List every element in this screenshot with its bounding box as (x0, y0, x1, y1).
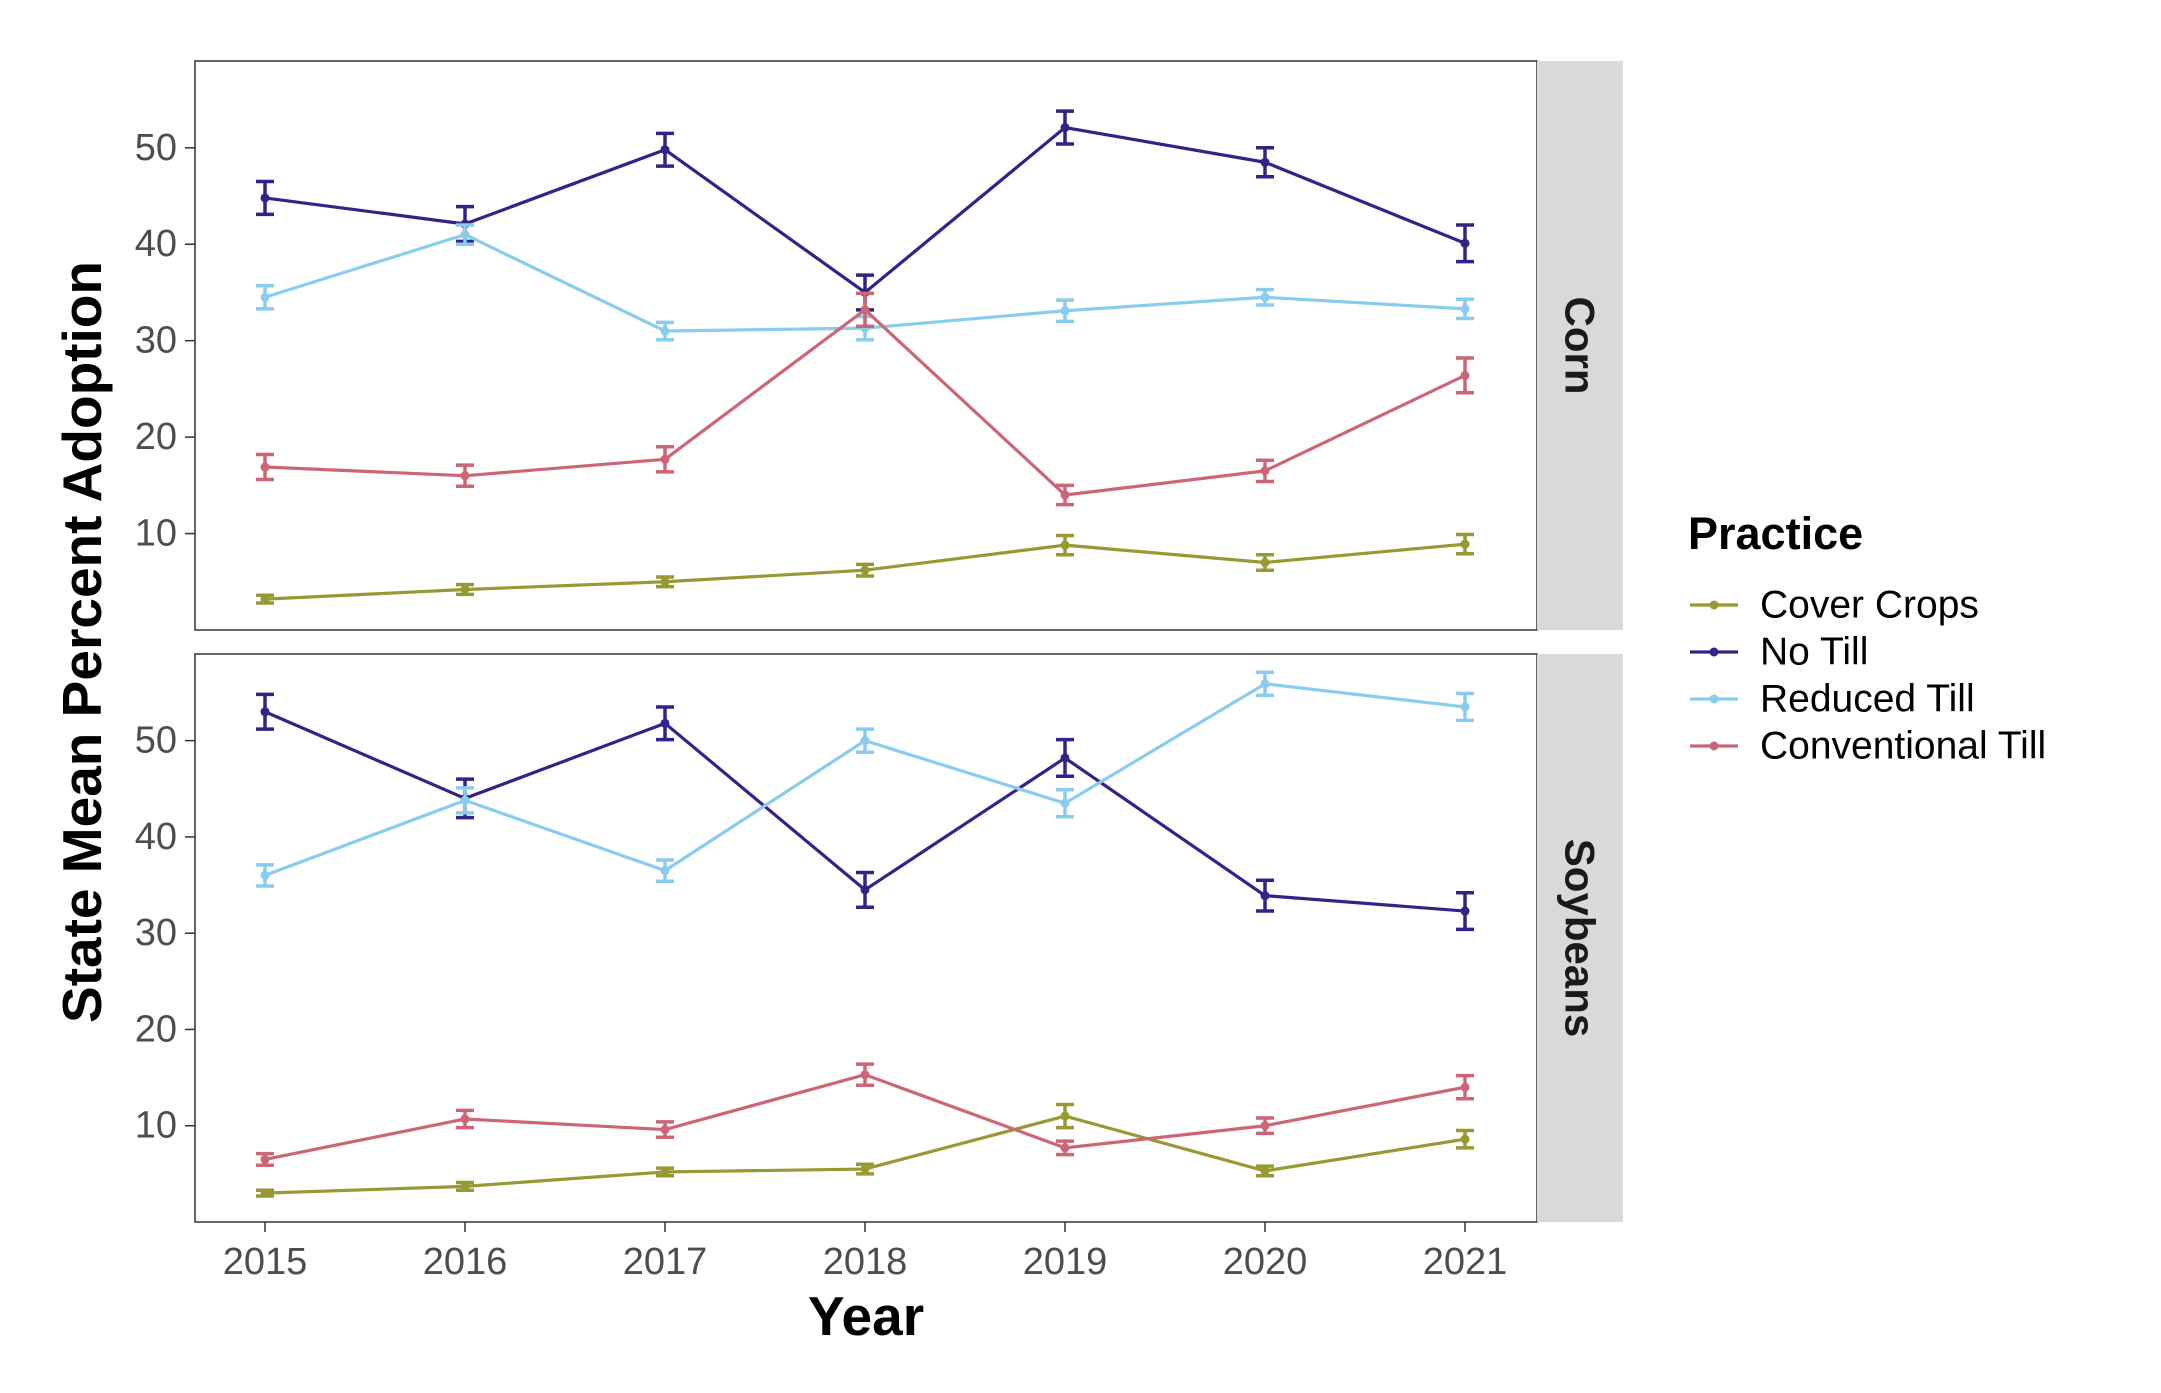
y-tick-label-corn-10: 10 (135, 513, 177, 555)
data-point-reduced-till-corn (660, 326, 670, 336)
data-point-reduced-till-soybeans (1260, 679, 1270, 689)
data-point-cover-crops-soybeans (1060, 1111, 1070, 1121)
data-point-reduced-till-soybeans (1060, 798, 1070, 808)
y-tick-label-soybeans-20: 20 (135, 1008, 177, 1050)
y-tick-label-soybeans-50: 50 (135, 720, 177, 762)
y-tick-label-corn-30: 30 (135, 320, 177, 362)
legend-key-point-reduced-till (1709, 694, 1719, 704)
data-point-no-till-soybeans (1260, 891, 1270, 901)
legend-title: Practice (1688, 508, 1863, 559)
series-cover-crops-corn (256, 532, 1474, 605)
data-point-no-till-soybeans (660, 718, 670, 728)
legend-key-point-conventional-till (1709, 741, 1719, 751)
facet-panels: Corn 10 20 30 40 50 Soybeans 10 20 30 40 50 (135, 60, 1623, 1223)
series-cover-crops-soybeans (256, 1102, 1474, 1198)
panel-corn: Corn 10 20 30 40 50 (135, 60, 1623, 631)
data-point-conventional-till-soybeans (1460, 1082, 1470, 1092)
data-point-conventional-till-soybeans (460, 1114, 470, 1124)
data-point-reduced-till-soybeans (660, 866, 670, 876)
y-tick-label-soybeans-40: 40 (135, 816, 177, 858)
series-conventional-till-soybeans (256, 1062, 1474, 1167)
data-point-no-till-soybeans (1460, 906, 1470, 916)
data-point-cover-crops-soybeans (660, 1167, 670, 1177)
data-point-no-till-soybeans (1060, 753, 1070, 763)
data-point-no-till-corn (1260, 157, 1270, 167)
x-tick-label-2017: 2017 (623, 1241, 708, 1283)
x-tick-label-2020: 2020 (1223, 1241, 1308, 1283)
x-tick-label-2016: 2016 (423, 1241, 508, 1283)
legend-key-point-no-till (1709, 647, 1719, 657)
data-point-reduced-till-soybeans (1460, 702, 1470, 712)
data-point-cover-crops-corn (460, 584, 470, 594)
data-point-conventional-till-soybeans (260, 1154, 270, 1164)
data-point-conventional-till-soybeans (1260, 1121, 1270, 1131)
strip-soybeans (1537, 654, 1623, 1222)
data-point-no-till-soybeans (260, 707, 270, 717)
data-point-conventional-till-corn (1460, 370, 1470, 380)
y-tick-label-corn-50: 50 (135, 127, 177, 169)
data-point-conventional-till-corn (1260, 466, 1270, 476)
x-tick-label-2018: 2018 (823, 1241, 908, 1283)
data-point-cover-crops-corn (1260, 557, 1270, 567)
data-point-reduced-till-corn (260, 292, 270, 302)
data-point-no-till-corn (1460, 238, 1470, 248)
data-point-cover-crops-corn (1460, 539, 1470, 549)
data-point-reduced-till-corn (1460, 304, 1470, 314)
panel-border-corn (194, 60, 1538, 631)
data-point-conventional-till-corn (260, 462, 270, 472)
data-point-reduced-till-corn (1060, 306, 1070, 316)
series-reduced-till-soybeans (256, 670, 1474, 888)
legend-label-conventional-till: Conventional Till (1760, 725, 2046, 768)
data-point-cover-crops-corn (260, 594, 270, 604)
y-tick-label-soybeans-30: 30 (135, 912, 177, 954)
x-tick-label-2019: 2019 (1023, 1241, 1108, 1283)
data-point-reduced-till-soybeans (460, 795, 470, 805)
data-point-conventional-till-corn (1060, 490, 1070, 500)
data-point-no-till-soybeans (860, 885, 870, 895)
data-point-cover-crops-corn (660, 577, 670, 587)
legend-label-reduced-till: Reduced Till (1760, 678, 1975, 721)
data-point-cover-crops-soybeans (1460, 1134, 1470, 1144)
data-point-conventional-till-corn (660, 454, 670, 464)
data-point-cover-crops-soybeans (260, 1188, 270, 1198)
data-point-reduced-till-soybeans (860, 736, 870, 746)
data-point-cover-crops-soybeans (1260, 1166, 1270, 1176)
data-point-conventional-till-corn (860, 305, 870, 315)
data-point-reduced-till-corn (460, 230, 470, 240)
panel-soybeans: Soybeans 10 20 30 40 50 (135, 653, 1623, 1223)
x-axis-title: Year (808, 1285, 924, 1347)
x-axis: 2015 2016 2017 2018 2019 2020 2021 (223, 1222, 1508, 1283)
data-point-reduced-till-soybeans (260, 870, 270, 880)
legend-label-cover-crops: Cover Crops (1760, 584, 1979, 627)
data-point-conventional-till-soybeans (660, 1125, 670, 1135)
data-point-reduced-till-corn (1260, 292, 1270, 302)
data-point-conventional-till-corn (460, 471, 470, 481)
x-tick-label-2021: 2021 (1423, 1241, 1508, 1283)
strip-corn (1537, 61, 1623, 630)
strip-label-soybeans: Soybeans (1557, 839, 1604, 1037)
data-point-cover-crops-soybeans (860, 1164, 870, 1174)
data-point-no-till-corn (1060, 123, 1070, 133)
data-point-conventional-till-soybeans (1060, 1143, 1070, 1153)
data-point-cover-crops-corn (860, 565, 870, 575)
data-point-cover-crops-corn (1060, 540, 1070, 550)
y-tick-label-corn-20: 20 (135, 416, 177, 458)
data-point-cover-crops-soybeans (460, 1181, 470, 1191)
legend-label-no-till: No Till (1760, 631, 1868, 674)
data-point-conventional-till-soybeans (860, 1070, 870, 1080)
x-tick-label-2015: 2015 (223, 1241, 308, 1283)
legend-key-point-cover-crops (1709, 600, 1719, 610)
data-point-no-till-corn (660, 145, 670, 155)
y-axis-title: State Mean Percent Adoption (51, 261, 113, 1023)
data-point-no-till-corn (260, 193, 270, 203)
strip-label-corn: Corn (1557, 297, 1604, 395)
y-tick-label-corn-40: 40 (135, 223, 177, 265)
series-conventional-till-corn (256, 291, 1474, 507)
y-tick-label-soybeans-10: 10 (135, 1105, 177, 1147)
